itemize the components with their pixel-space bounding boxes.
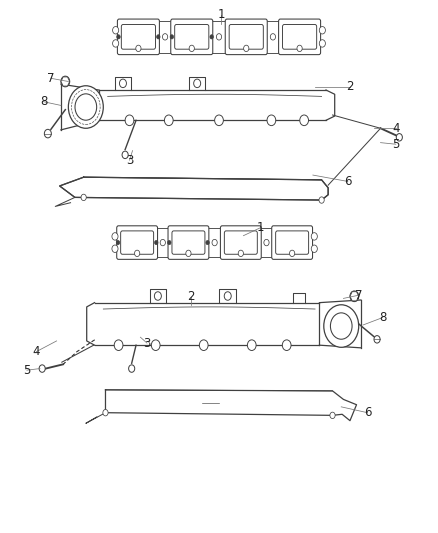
Circle shape (170, 35, 173, 39)
Circle shape (311, 233, 318, 240)
Text: 7: 7 (47, 72, 55, 85)
Circle shape (75, 94, 97, 120)
Circle shape (103, 409, 108, 416)
Circle shape (290, 250, 295, 256)
FancyBboxPatch shape (175, 25, 209, 49)
FancyBboxPatch shape (172, 231, 205, 254)
Circle shape (199, 340, 208, 351)
Circle shape (215, 115, 223, 126)
Circle shape (39, 365, 45, 372)
Circle shape (136, 45, 141, 52)
FancyBboxPatch shape (283, 25, 317, 49)
Circle shape (194, 79, 201, 87)
Circle shape (212, 239, 217, 246)
FancyBboxPatch shape (120, 231, 154, 254)
Polygon shape (106, 390, 357, 421)
Circle shape (319, 27, 325, 34)
Text: 5: 5 (23, 364, 31, 377)
Circle shape (44, 130, 51, 138)
Text: 7: 7 (355, 289, 363, 302)
Circle shape (68, 86, 103, 128)
FancyBboxPatch shape (121, 25, 155, 49)
Circle shape (330, 313, 352, 339)
Circle shape (210, 35, 213, 39)
Polygon shape (350, 292, 359, 301)
Circle shape (113, 40, 119, 47)
Text: 3: 3 (143, 336, 151, 350)
FancyBboxPatch shape (117, 226, 158, 260)
Circle shape (189, 45, 194, 52)
FancyBboxPatch shape (171, 19, 213, 54)
Circle shape (270, 34, 276, 40)
Circle shape (206, 240, 209, 245)
Circle shape (61, 76, 70, 87)
Text: 4: 4 (392, 122, 399, 135)
Text: 2: 2 (346, 80, 354, 93)
Text: 4: 4 (33, 345, 40, 358)
Circle shape (300, 115, 308, 126)
Circle shape (330, 412, 335, 418)
Circle shape (167, 240, 171, 245)
Circle shape (116, 240, 120, 245)
Circle shape (112, 233, 118, 240)
Circle shape (396, 134, 403, 141)
Circle shape (155, 240, 158, 245)
Polygon shape (60, 177, 328, 200)
FancyBboxPatch shape (229, 25, 263, 49)
Text: 6: 6 (344, 175, 352, 188)
Circle shape (122, 151, 128, 159)
Circle shape (297, 45, 302, 52)
Circle shape (117, 35, 120, 39)
Polygon shape (61, 77, 70, 86)
Circle shape (267, 115, 276, 126)
Circle shape (247, 340, 256, 351)
Circle shape (319, 40, 325, 47)
FancyBboxPatch shape (168, 226, 209, 260)
Circle shape (120, 79, 127, 87)
FancyBboxPatch shape (272, 226, 313, 260)
Circle shape (186, 250, 191, 256)
FancyBboxPatch shape (279, 19, 321, 54)
Circle shape (160, 239, 166, 246)
Circle shape (151, 340, 160, 351)
Text: 6: 6 (364, 406, 371, 419)
Circle shape (162, 34, 168, 40)
Text: 5: 5 (392, 138, 399, 151)
FancyBboxPatch shape (225, 19, 267, 54)
FancyBboxPatch shape (220, 226, 261, 260)
Circle shape (113, 27, 119, 34)
FancyBboxPatch shape (117, 19, 159, 54)
Circle shape (134, 250, 140, 256)
Circle shape (324, 305, 359, 348)
Text: 8: 8 (40, 95, 47, 108)
Circle shape (319, 197, 324, 203)
Circle shape (311, 245, 318, 253)
Circle shape (114, 340, 123, 351)
Circle shape (216, 34, 222, 40)
Circle shape (244, 45, 249, 52)
Circle shape (238, 250, 244, 256)
Circle shape (264, 239, 269, 246)
Circle shape (283, 340, 291, 351)
Circle shape (112, 245, 118, 253)
Circle shape (156, 35, 160, 39)
Text: 2: 2 (187, 290, 194, 303)
FancyBboxPatch shape (276, 231, 309, 254)
Circle shape (164, 115, 173, 126)
Text: 1: 1 (217, 8, 225, 21)
Text: 8: 8 (379, 311, 386, 324)
Circle shape (125, 115, 134, 126)
Circle shape (154, 292, 161, 300)
Circle shape (129, 365, 135, 372)
Circle shape (224, 292, 231, 300)
Circle shape (350, 291, 359, 302)
Text: 3: 3 (126, 154, 133, 167)
FancyBboxPatch shape (224, 231, 257, 254)
Circle shape (374, 336, 380, 343)
Circle shape (81, 194, 86, 200)
Text: 1: 1 (257, 221, 264, 234)
